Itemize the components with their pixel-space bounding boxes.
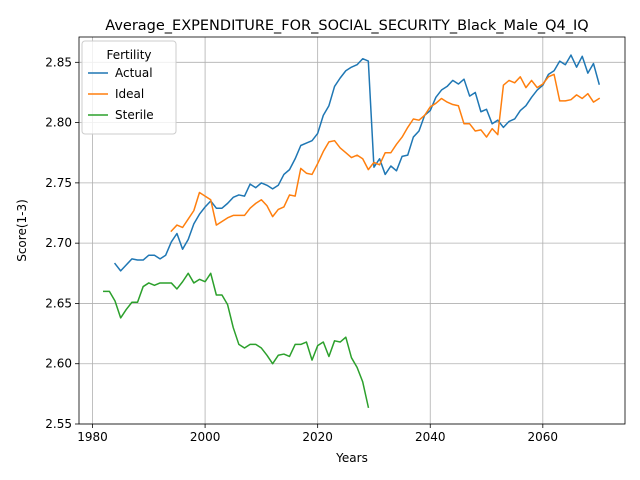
series-lines xyxy=(103,54,601,409)
legend-label-sterile: Sterile xyxy=(115,108,154,122)
legend-label-ideal: Ideal xyxy=(115,87,144,101)
y-tick-label: 2.85 xyxy=(45,55,72,69)
x-axis-label: Years xyxy=(335,451,368,465)
x-tick-label: 1980 xyxy=(77,430,108,444)
x-tick-label: 2000 xyxy=(190,430,221,444)
x-tick-label: 2040 xyxy=(415,430,446,444)
x-tick-label: 2060 xyxy=(528,430,559,444)
chart-title: Average_EXPENDITURE_FOR_SOCIAL_SECURITY_… xyxy=(105,18,588,34)
y-tick-label: 2.55 xyxy=(45,417,72,431)
y-tick-label: 2.70 xyxy=(45,236,72,250)
y-axis-ticks: 2.55 2.60 2.65 2.70 2.75 2.80 2.85 xyxy=(45,55,79,431)
plot-frame xyxy=(78,36,626,425)
y-tick-label: 2.60 xyxy=(45,357,72,371)
legend: Fertility Actual Ideal Sterile xyxy=(81,40,177,135)
series-line-sterile xyxy=(103,272,370,409)
x-tick-label: 2020 xyxy=(302,430,333,444)
series-line-actual xyxy=(113,54,601,272)
y-tick-label: 2.65 xyxy=(45,296,72,310)
legend-box xyxy=(81,40,177,135)
y-axis-label: Score(1-3) xyxy=(15,199,29,262)
legend-items: Actual Ideal Sterile xyxy=(88,66,154,122)
y-tick-label: 2.80 xyxy=(45,116,72,130)
legend-label-actual: Actual xyxy=(115,66,153,80)
x-axis-ticks: 1980 2000 2020 2040 2060 xyxy=(77,424,558,444)
legend-title: Fertility xyxy=(106,48,151,62)
series-line-ideal xyxy=(170,73,601,233)
y-tick-label: 2.75 xyxy=(45,176,72,190)
